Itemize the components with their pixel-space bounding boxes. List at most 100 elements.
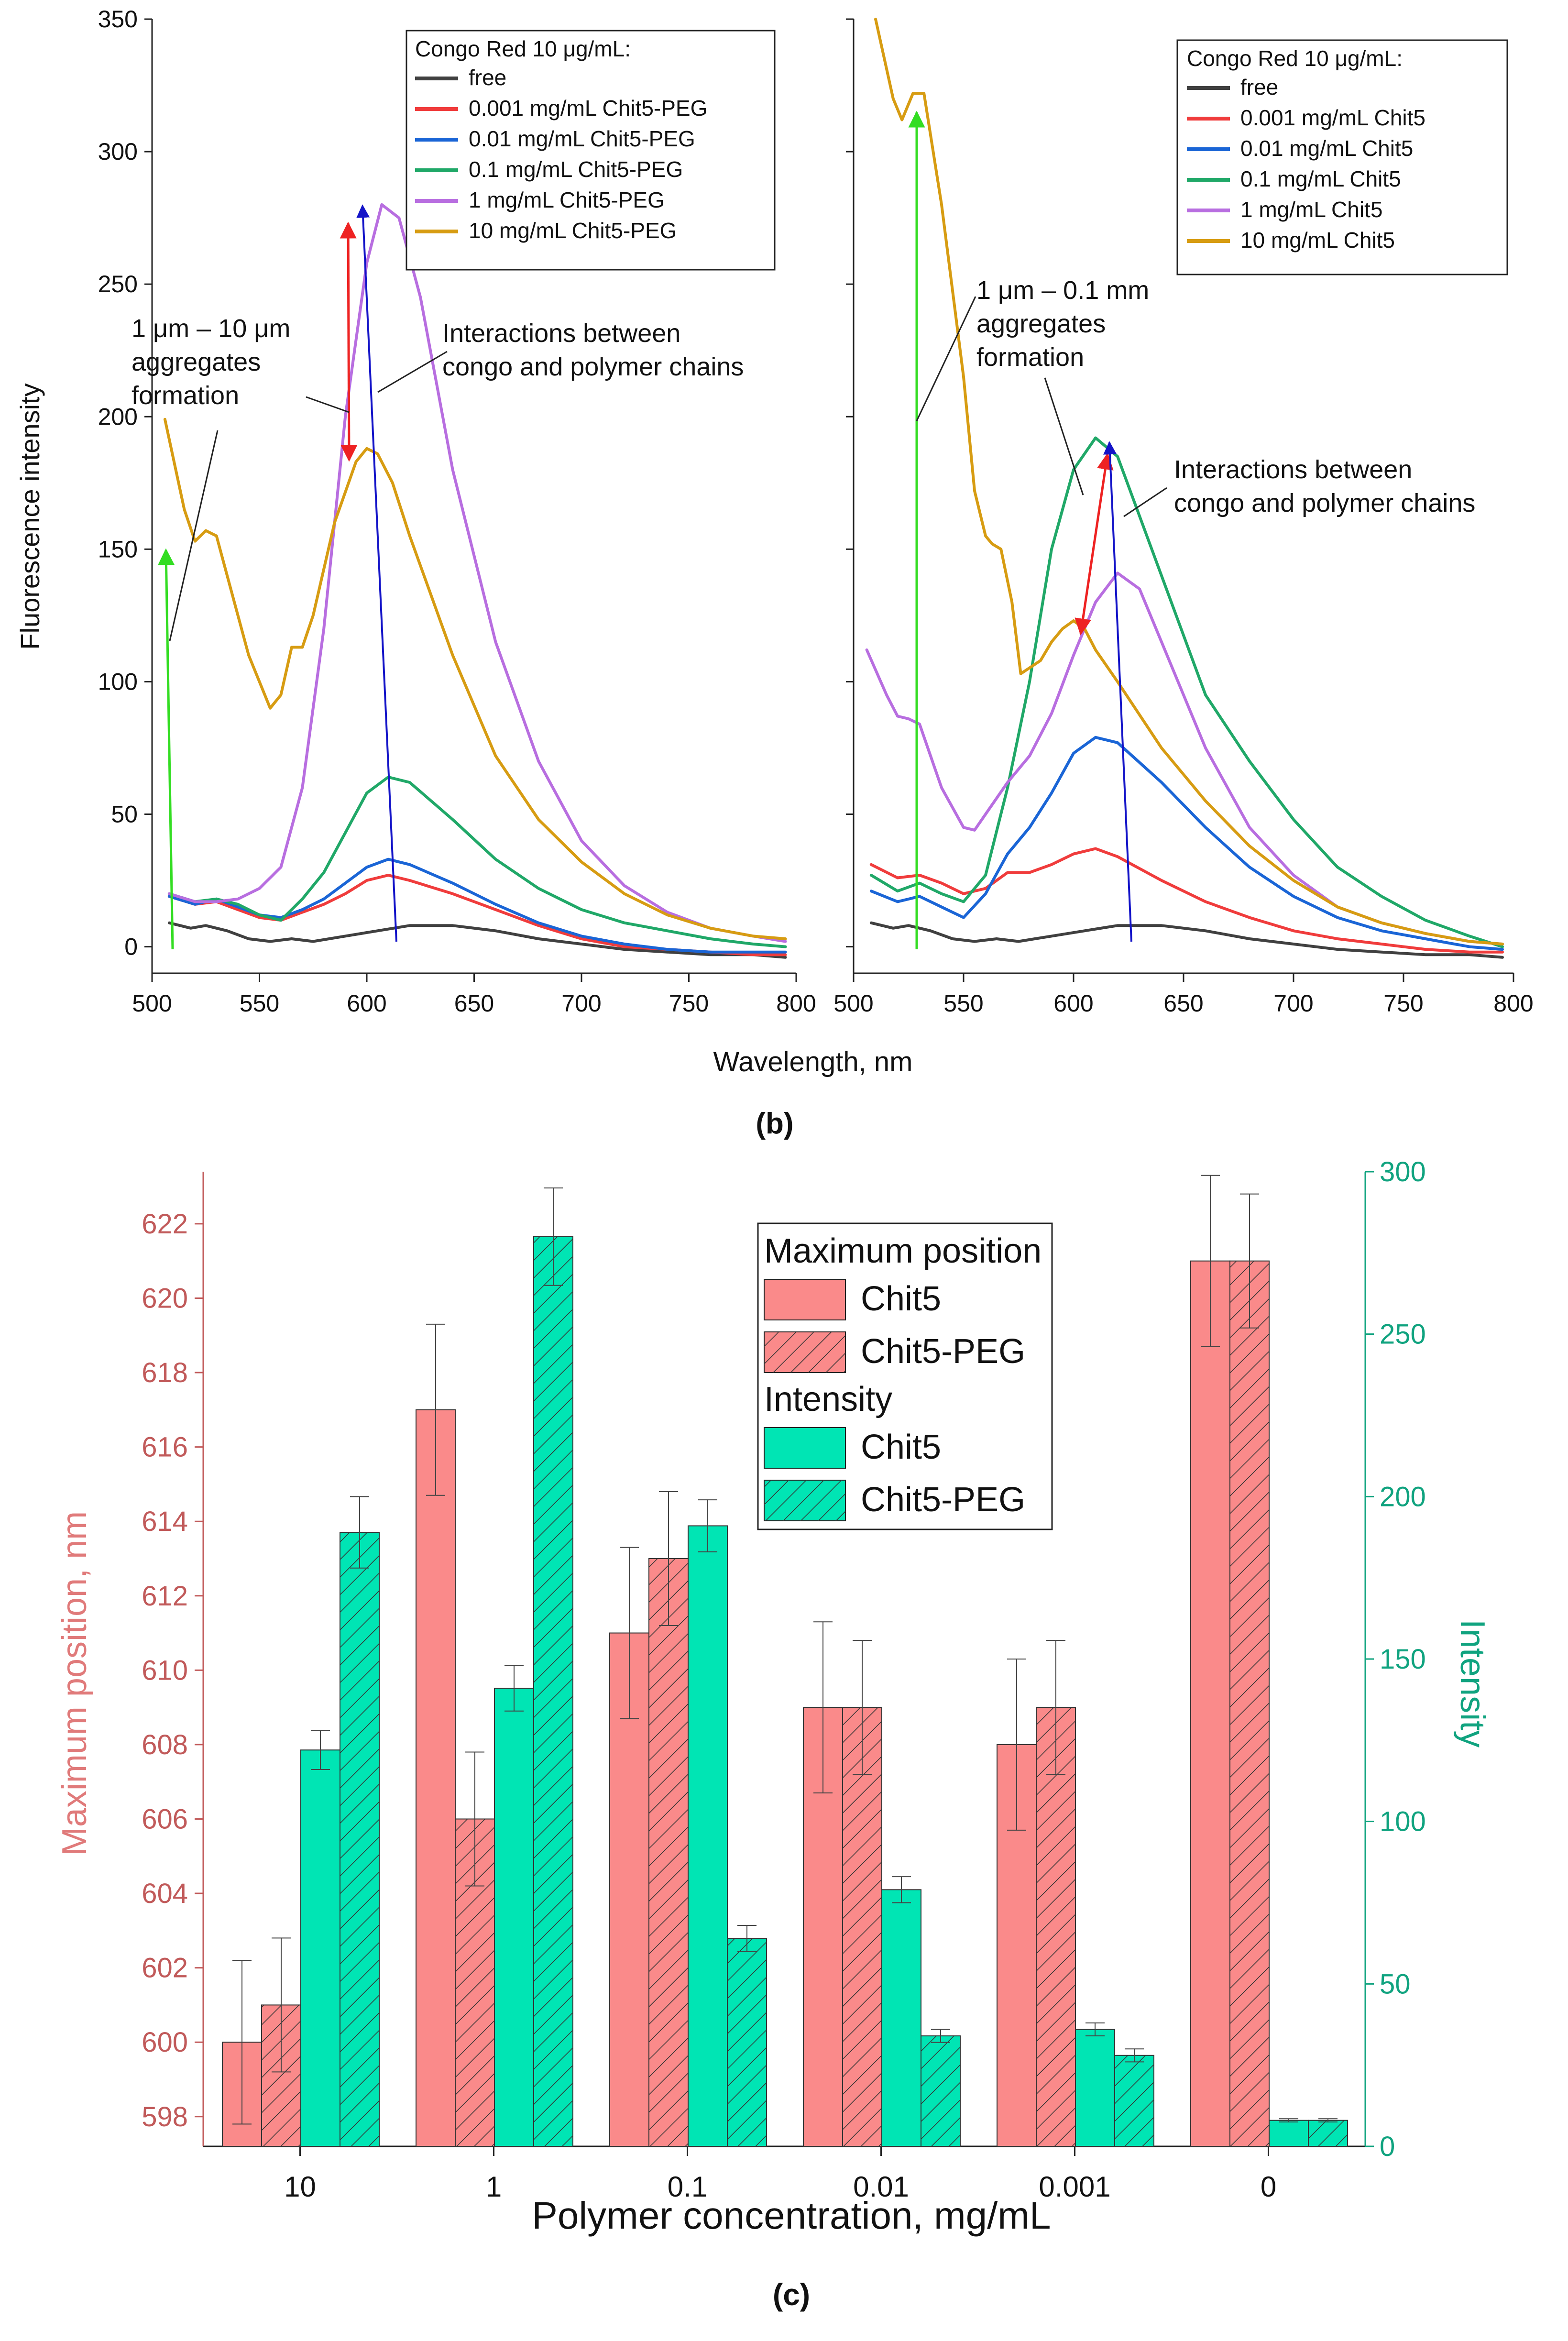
right-axes: 500 550 600 650 700 750 800 bbox=[833, 18, 1534, 1017]
bar bbox=[416, 1409, 456, 2147]
left-arrows bbox=[158, 204, 448, 950]
bar bbox=[494, 1688, 534, 2147]
left-x-tick-label: 550 bbox=[240, 990, 279, 1017]
right-legend-title: Congo Red 10 μg/mL: bbox=[1187, 46, 1403, 71]
bar-x-tick-label: 0.001 bbox=[1039, 2171, 1110, 2203]
left-blue-shift-arrow bbox=[356, 204, 397, 942]
panel-b-label: (b) bbox=[756, 1107, 793, 1140]
bar-hatch bbox=[1308, 2120, 1348, 2146]
bar-right-y-axis-label: Intensity bbox=[1453, 1619, 1491, 1748]
right-series-layer bbox=[865, 18, 1504, 959]
bar bbox=[1075, 2029, 1115, 2147]
bar-hatch bbox=[843, 1707, 882, 2146]
right-legend-label: free bbox=[1240, 75, 1278, 99]
left-legend-label: 10 mg/mL Chit5-PEG bbox=[469, 218, 677, 243]
bar-legend-box bbox=[757, 1222, 1053, 1530]
right-x-tick-label: 800 bbox=[1493, 990, 1533, 1017]
right-series-line bbox=[869, 436, 1504, 948]
bar-hatch bbox=[921, 2036, 960, 2146]
bar-legend-label-chit5-int: Chit5 bbox=[861, 1428, 941, 1466]
bar-hatch bbox=[727, 1938, 767, 2146]
left-spectrum-chart: 500 550 600 650 700 750 800 0 50 100 150 200 250 300 3… bbox=[98, 6, 816, 1017]
bar-right-tick-label: 50 bbox=[1380, 1968, 1411, 2000]
concentration-bar-chart: 598 600 602 604 606 608 610 612 614 616 618 620 622 0… bbox=[142, 1156, 1426, 2203]
left-x-tick-label: 800 bbox=[776, 990, 816, 1017]
bar-hatch bbox=[649, 1558, 688, 2146]
left-x-tick-label: 650 bbox=[454, 990, 494, 1017]
wavelength-x-axis-label: Wavelength, nm bbox=[713, 1046, 913, 1077]
right-legend-label: 0.001 mg/mL Chit5 bbox=[1240, 105, 1425, 130]
left-series-line bbox=[167, 921, 787, 959]
right-x-tick-label: 700 bbox=[1273, 990, 1313, 1017]
right-annot-interactions: Interactions between bbox=[1174, 455, 1412, 484]
bar-right-tick-label: 200 bbox=[1380, 1481, 1426, 1512]
left-legend-title: Congo Red 10 μg/mL: bbox=[415, 36, 631, 61]
right-annot-leader-2b bbox=[1123, 487, 1167, 517]
bar-x-tick-label: 0.01 bbox=[853, 2171, 909, 2203]
right-series-line bbox=[869, 736, 1504, 951]
left-annot-leader-1 bbox=[169, 430, 219, 641]
left-legend: Congo Red 10 μg/mL: free 0.001 mg/mL Chit… bbox=[406, 30, 776, 271]
right-arrows bbox=[908, 110, 1167, 949]
left-y-tick-label: 150 bbox=[98, 536, 138, 562]
right-annot-leader-1 bbox=[916, 296, 976, 421]
bar-legend-swatch-peg-int-hatch bbox=[764, 1480, 845, 1521]
bar bbox=[881, 1889, 921, 2147]
bar-left-tick-label: 616 bbox=[142, 1432, 188, 1463]
left-annot-aggregates: aggregates bbox=[132, 348, 261, 376]
left-y-tick-label: 0 bbox=[124, 934, 138, 960]
bar-legend-swatch-peg-max-hatch bbox=[764, 1332, 845, 1373]
bar-legend-group-max: Maximum position bbox=[764, 1232, 1042, 1270]
left-axes: 500 550 600 650 700 750 800 0 50 100 150 200 250 300 3… bbox=[98, 6, 816, 1017]
bar-left-y-axis-label: Maximum position, nm bbox=[55, 1511, 94, 1856]
left-legend-box bbox=[406, 30, 776, 271]
bar-legend-label-peg-int: Chit5-PEG bbox=[861, 1481, 1025, 1519]
right-series-line bbox=[874, 18, 1504, 945]
left-annot-interactions: Interactions between bbox=[442, 319, 680, 348]
left-legend-label: free bbox=[469, 65, 506, 90]
bar-hatch bbox=[1115, 2055, 1154, 2146]
left-legend-label: 0.1 mg/mL Chit5-PEG bbox=[469, 157, 683, 182]
right-spectrum-chart: 500 550 600 650 700 750 800 1 μm – 0.1 mm aggr… bbox=[833, 18, 1534, 1017]
bar-left-tick-label: 618 bbox=[142, 1357, 188, 1388]
right-annot-congo: congo and polymer chains bbox=[1174, 489, 1475, 517]
bar-left-tick-label: 610 bbox=[142, 1655, 188, 1686]
bar-left-tick-label: 612 bbox=[142, 1581, 188, 1612]
bar bbox=[1269, 2120, 1309, 2147]
left-y-tick-label: 350 bbox=[98, 6, 138, 33]
left-green-arrow bbox=[158, 548, 175, 950]
left-annot-size: 1 μm – 10 μm bbox=[132, 314, 290, 343]
left-legend-label: 1 mg/mL Chit5-PEG bbox=[469, 187, 665, 212]
bar bbox=[1190, 1260, 1230, 2147]
right-annot-aggregates: aggregates bbox=[976, 309, 1106, 338]
left-annot-leader-2a bbox=[306, 396, 350, 413]
left-y-tick-label: 200 bbox=[98, 403, 138, 430]
left-series-line bbox=[167, 857, 787, 954]
bar-left-tick-label: 602 bbox=[142, 1953, 188, 1984]
bar-legend-label-chit5-max: Chit5 bbox=[861, 1280, 941, 1318]
panel-c-label: (c) bbox=[773, 2277, 810, 2312]
bar-x-tick-label: 0 bbox=[1261, 2171, 1276, 2203]
bar-right-tick-label: 0 bbox=[1380, 2131, 1395, 2162]
right-x-tick-label: 650 bbox=[1163, 990, 1203, 1017]
right-series-line bbox=[869, 847, 1504, 954]
left-x-tick-label: 500 bbox=[132, 990, 172, 1017]
bar-hatch bbox=[1036, 1707, 1075, 2146]
bar-legend-label-peg-max: Chit5-PEG bbox=[861, 1332, 1025, 1371]
right-blue-shift-arrow bbox=[1103, 441, 1132, 942]
bar-right-tick-label: 250 bbox=[1380, 1319, 1426, 1350]
left-x-tick-label: 700 bbox=[561, 990, 601, 1017]
bar-hatch bbox=[1230, 1261, 1269, 2146]
bar-left-tick-label: 622 bbox=[142, 1209, 188, 1240]
right-series-line bbox=[865, 572, 1504, 945]
bar bbox=[300, 1749, 340, 2147]
right-annot-formation: formation bbox=[976, 343, 1084, 372]
right-series-line bbox=[869, 921, 1504, 959]
right-x-tick-label: 550 bbox=[943, 990, 983, 1017]
left-y-tick-label: 50 bbox=[111, 801, 138, 828]
left-y-tick-label: 100 bbox=[98, 668, 138, 695]
right-red-shift-arrow bbox=[1075, 452, 1114, 636]
bar-left-tick-label: 614 bbox=[142, 1506, 188, 1537]
left-red-shift-arrow bbox=[340, 221, 358, 462]
